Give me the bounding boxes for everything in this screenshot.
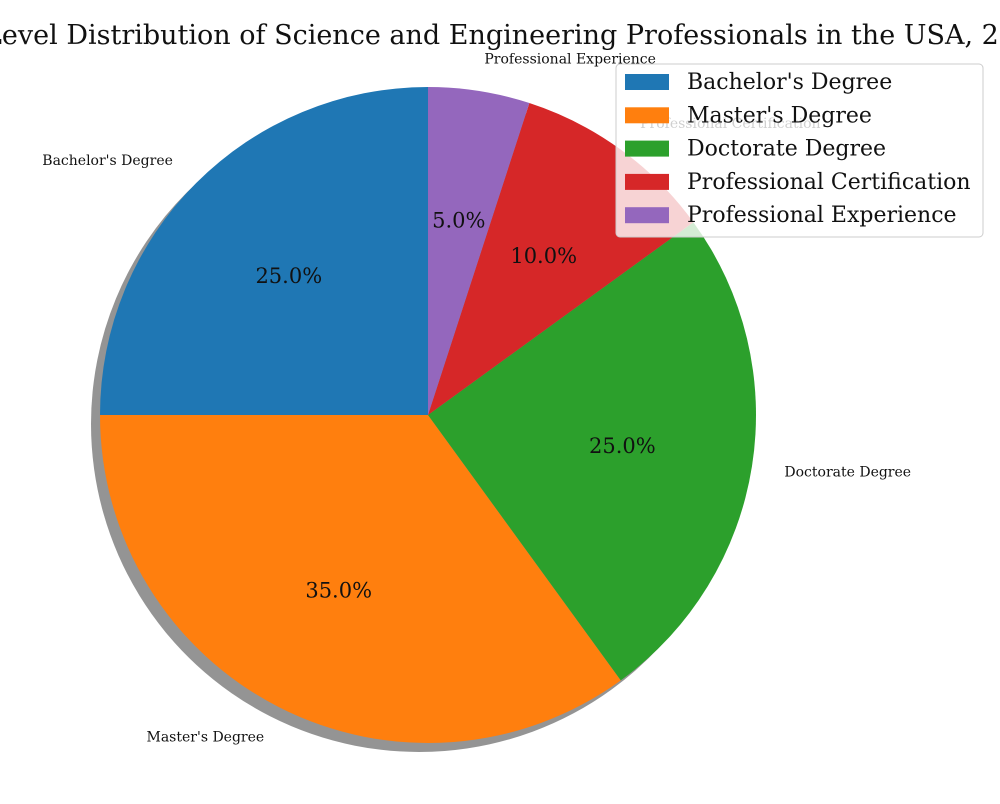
outer-label-doctorate-degree: Doctorate Degree [784, 464, 911, 480]
pie-slice-bachelor-s-degree [100, 87, 428, 415]
outer-label-professional-experience: Professional Experience [484, 52, 656, 68]
percent-label-professional-experience: 5.0% [432, 209, 485, 233]
legend-swatch-master-s-degree [625, 107, 669, 124]
pie-slice-master-s-degree [100, 415, 621, 743]
legend-label-professional-certification: Professional Certification [687, 170, 971, 195]
percent-label-professional-certification: 10.0% [510, 244, 577, 268]
pie-slice-doctorate-degree [428, 222, 756, 681]
legend [615, 63, 984, 238]
outer-label-master-s-degree: Master's Degree [147, 730, 265, 746]
percent-label-master-s-degree: 35.0% [305, 578, 372, 602]
pie-slice-professional-experience [428, 87, 530, 415]
legend-swatch-doctorate-degree [625, 140, 669, 157]
legend-label-doctorate-degree: Doctorate Degree [687, 137, 886, 162]
legend-swatch-professional-experience [625, 207, 669, 224]
legend-swatch-bachelor-s-degree [625, 74, 669, 90]
legend-swatch-professional-certification [625, 173, 669, 190]
outer-label-bachelor-s-degree: Bachelor's Degree [42, 153, 173, 169]
legend-label-master-s-degree: Master's Degree [687, 103, 872, 128]
legend-label-professional-experience: Professional Experience [687, 203, 957, 228]
percent-label-bachelor-s-degree: 25.0% [255, 264, 322, 288]
chart-title: Level Distribution of Science and Engine… [0, 20, 1000, 51]
percent-label-doctorate-degree: 25.0% [589, 434, 656, 458]
legend-label-bachelor-s-degree: Bachelor's Degree [687, 70, 892, 95]
